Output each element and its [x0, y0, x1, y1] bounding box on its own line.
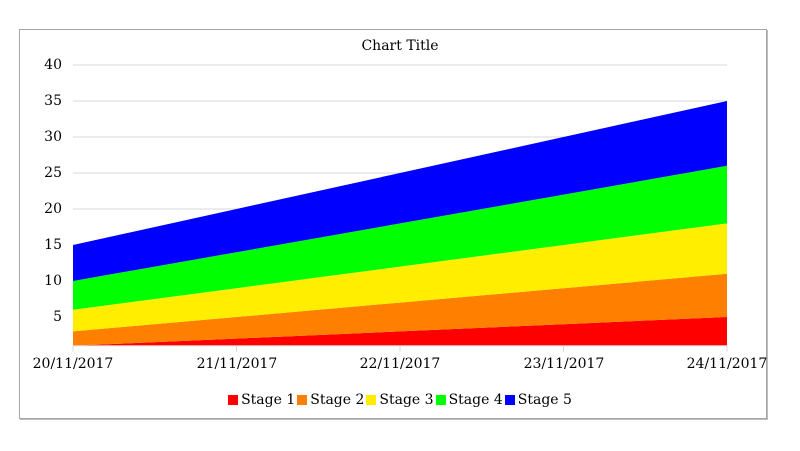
y-tick-label: 25 [44, 165, 62, 181]
legend-item-stage-5[interactable]: Stage 5 [504, 392, 572, 408]
legend-label: Stage 1 [241, 392, 296, 408]
area-stage-3 [73, 223, 727, 332]
legend-item-stage-4[interactable]: Stage 4 [435, 392, 503, 408]
y-tick-label: 35 [44, 93, 62, 109]
legend-swatch [297, 395, 308, 405]
legend-label: Stage 2 [310, 392, 365, 408]
y-tick-label: 10 [44, 273, 62, 289]
legend-swatch [504, 395, 515, 405]
legend-swatch [228, 395, 239, 405]
x-tick-label: 21/11/2017 [196, 356, 278, 372]
x-tick-label: 22/11/2017 [359, 356, 441, 372]
legend-item-stage-3[interactable]: Stage 3 [366, 392, 434, 408]
legend-label: Stage 4 [448, 392, 503, 408]
chart-title: Chart Title [361, 38, 439, 54]
y-tick-label: 20 [44, 201, 62, 217]
legend-swatch [366, 395, 377, 405]
area-stage-2 [73, 273, 727, 346]
y-tick-label: 30 [44, 129, 62, 145]
legend-item-stage-1[interactable]: Stage 1 [228, 392, 295, 408]
legend-label: Stage 5 [517, 392, 572, 408]
legend-item-stage-2[interactable]: Stage 2 [297, 392, 364, 408]
area-stage-4 [73, 165, 727, 310]
y-tick-label: 40 [44, 57, 62, 73]
legend: Stage 1 Stage 2 Stage 3 Stage 4 Stage 5 [0, 392, 800, 408]
stacked-areas [73, 101, 727, 346]
area-stage-5 [73, 101, 727, 281]
x-tick-label: 24/11/2017 [686, 356, 768, 372]
legend-label: Stage 3 [379, 392, 434, 408]
y-tick-label: 5 [53, 309, 62, 325]
legend-swatch [435, 395, 446, 405]
x-tick-label: 23/11/2017 [523, 356, 605, 372]
x-tick-label: 20/11/2017 [32, 356, 114, 372]
y-tick-label: 15 [44, 237, 62, 253]
x-axis [72, 345, 728, 352]
